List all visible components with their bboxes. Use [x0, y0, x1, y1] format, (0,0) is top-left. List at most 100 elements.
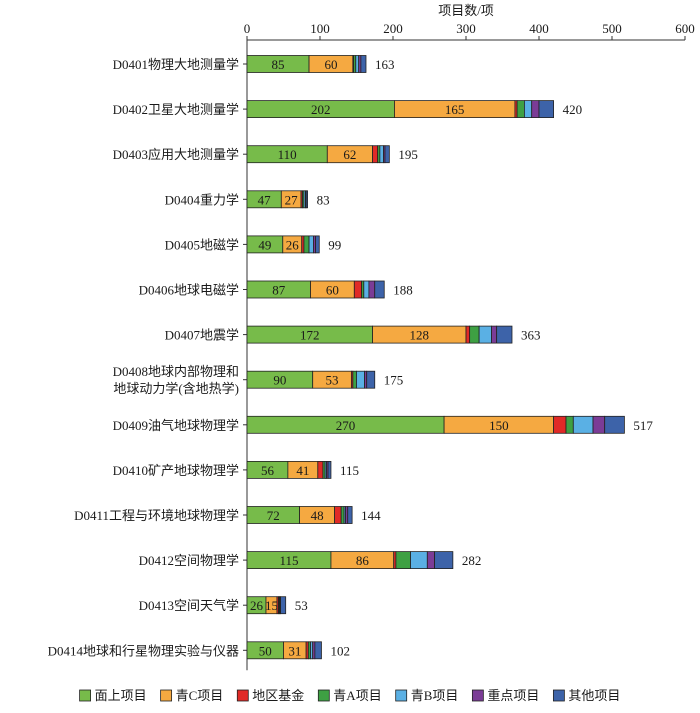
segment-value-label: 26: [286, 237, 300, 252]
total-value-label: 195: [398, 147, 418, 162]
category-label: D0407地震学: [165, 328, 239, 343]
segment-value-label: 48: [311, 508, 324, 523]
legend-label: 地区基金: [252, 688, 304, 703]
category-label: D0401物理大地测量学: [113, 57, 239, 72]
bar-row: D0413空间天气学 26 15 53: [139, 596, 308, 615]
bar-row: D0403应用大地测量学 110 62 195: [113, 145, 418, 164]
legend-swatch: [79, 689, 92, 702]
segment-value-label: 150: [489, 418, 509, 433]
x-tick-label: 200: [383, 21, 403, 36]
bar-segment: [565, 415, 574, 434]
segment-value-label: 41: [296, 463, 309, 478]
legend-item: 青A项目: [317, 688, 382, 703]
bar-segment: [478, 325, 492, 344]
segment-value-label: 26: [250, 598, 264, 613]
total-value-label: 53: [295, 598, 308, 613]
bar-segment: [465, 325, 471, 344]
legend-swatch: [395, 689, 408, 702]
bar-segment: [491, 325, 498, 344]
bar-segment: [347, 506, 353, 524]
bar-segment: [426, 551, 436, 569]
category-label: D0404重力学: [165, 192, 239, 207]
category-label: D0408地球内部物理和: [113, 364, 239, 379]
category-label: D0403应用大地测量学: [113, 147, 239, 162]
legend-item: 青C项目: [160, 688, 224, 703]
bar-row: D0406地球电磁学 87 60 188: [139, 280, 413, 299]
segment-value-label: 85: [272, 57, 285, 72]
segment-value-label: 15: [265, 598, 278, 613]
segment-value-label: 31: [288, 643, 301, 658]
bar-segment: [604, 415, 625, 434]
bar-segment: [280, 596, 287, 615]
bar-segment: [553, 415, 567, 434]
segment-value-label: 53: [326, 373, 339, 388]
total-value-label: 115: [340, 463, 359, 478]
x-tick-label: 300: [456, 21, 476, 36]
category-label: D0414地球和行星物理实验与仪器: [48, 643, 239, 658]
bar-segment: [308, 235, 314, 254]
legend-item: 其他项目: [552, 688, 620, 703]
bar-row: D0407地震学 172 128 363: [165, 325, 541, 344]
category-label: D0411工程与环境地球物理学: [74, 508, 239, 523]
bar-row: D0401物理大地测量学 85 60 163: [113, 55, 395, 73]
segment-value-label: 128: [410, 328, 430, 343]
legend-swatch: [317, 689, 330, 702]
segment-value-label: 270: [336, 418, 356, 433]
bar-segment: [352, 370, 357, 389]
legend-label: 青B项目: [411, 688, 459, 703]
x-tick-label: 600: [675, 21, 695, 36]
category-label: D0406地球电磁学: [139, 283, 239, 298]
total-value-label: 282: [462, 553, 482, 568]
bar-segment: [496, 325, 513, 344]
bar-row: D0404重力学 47 27 83: [165, 190, 330, 209]
legend-item: 地区基金: [236, 688, 304, 703]
legend-item: 青B项目: [395, 688, 459, 703]
bar-segment: [379, 145, 384, 164]
legend-label: 青C项目: [176, 688, 224, 703]
total-value-label: 163: [375, 57, 395, 72]
category-label: D0402卫星大地测量学: [113, 102, 239, 117]
bar-segment: [368, 280, 376, 299]
bar-segment: [592, 415, 606, 434]
bar-segment: [317, 460, 324, 479]
total-value-label: 175: [384, 373, 404, 388]
bar-segment: [374, 280, 385, 299]
total-value-label: 102: [330, 643, 350, 658]
bar-row: D0405地磁学 49 26 99: [165, 235, 341, 254]
segment-value-label: 60: [326, 283, 339, 298]
bar-segment: [303, 235, 310, 254]
bar-segment: [305, 190, 308, 209]
bar-segment: [538, 100, 554, 118]
bar-row: D0412空间物理学 115 86 282: [139, 551, 482, 569]
bars-group: D0401物理大地测量学 85 60 163 D0402卫星大地测量学 202 165 420…: [48, 40, 653, 671]
total-value-label: 99: [328, 237, 341, 252]
bar-segment: [327, 460, 332, 479]
bar-segment: [366, 370, 376, 389]
x-tick-label: 400: [529, 21, 549, 36]
segment-value-label: 86: [356, 553, 370, 568]
total-value-label: 83: [317, 192, 330, 207]
segment-value-label: 165: [445, 102, 465, 117]
x-axis-title: 项目数/项: [438, 3, 494, 18]
category-label: D0412空间物理学: [139, 553, 239, 568]
bar-segment: [334, 506, 342, 524]
legend-swatch: [552, 689, 565, 702]
legend-label: 其他项目: [568, 688, 620, 703]
segment-value-label: 110: [278, 147, 297, 162]
category-label: D0409油气地球物理学: [113, 418, 239, 433]
bar-segment: [340, 506, 345, 524]
bar-segment: [353, 280, 363, 299]
legend-swatch: [471, 689, 484, 702]
bar-segment: [315, 235, 320, 254]
legend-label: 重点项目: [487, 688, 539, 703]
segment-value-label: 62: [343, 147, 356, 162]
bar-segment: [434, 551, 454, 569]
x-axis: 0 100 200 300 400 500 600: [244, 21, 695, 41]
bar-segment: [355, 55, 360, 73]
bar-segment: [572, 415, 594, 434]
bar-segment: [531, 100, 540, 118]
total-value-label: 363: [521, 328, 541, 343]
segment-value-label: 49: [258, 237, 271, 252]
bar-row: D0410矿产地球物理学 56 41 115: [113, 460, 359, 479]
total-value-label: 517: [633, 418, 653, 433]
